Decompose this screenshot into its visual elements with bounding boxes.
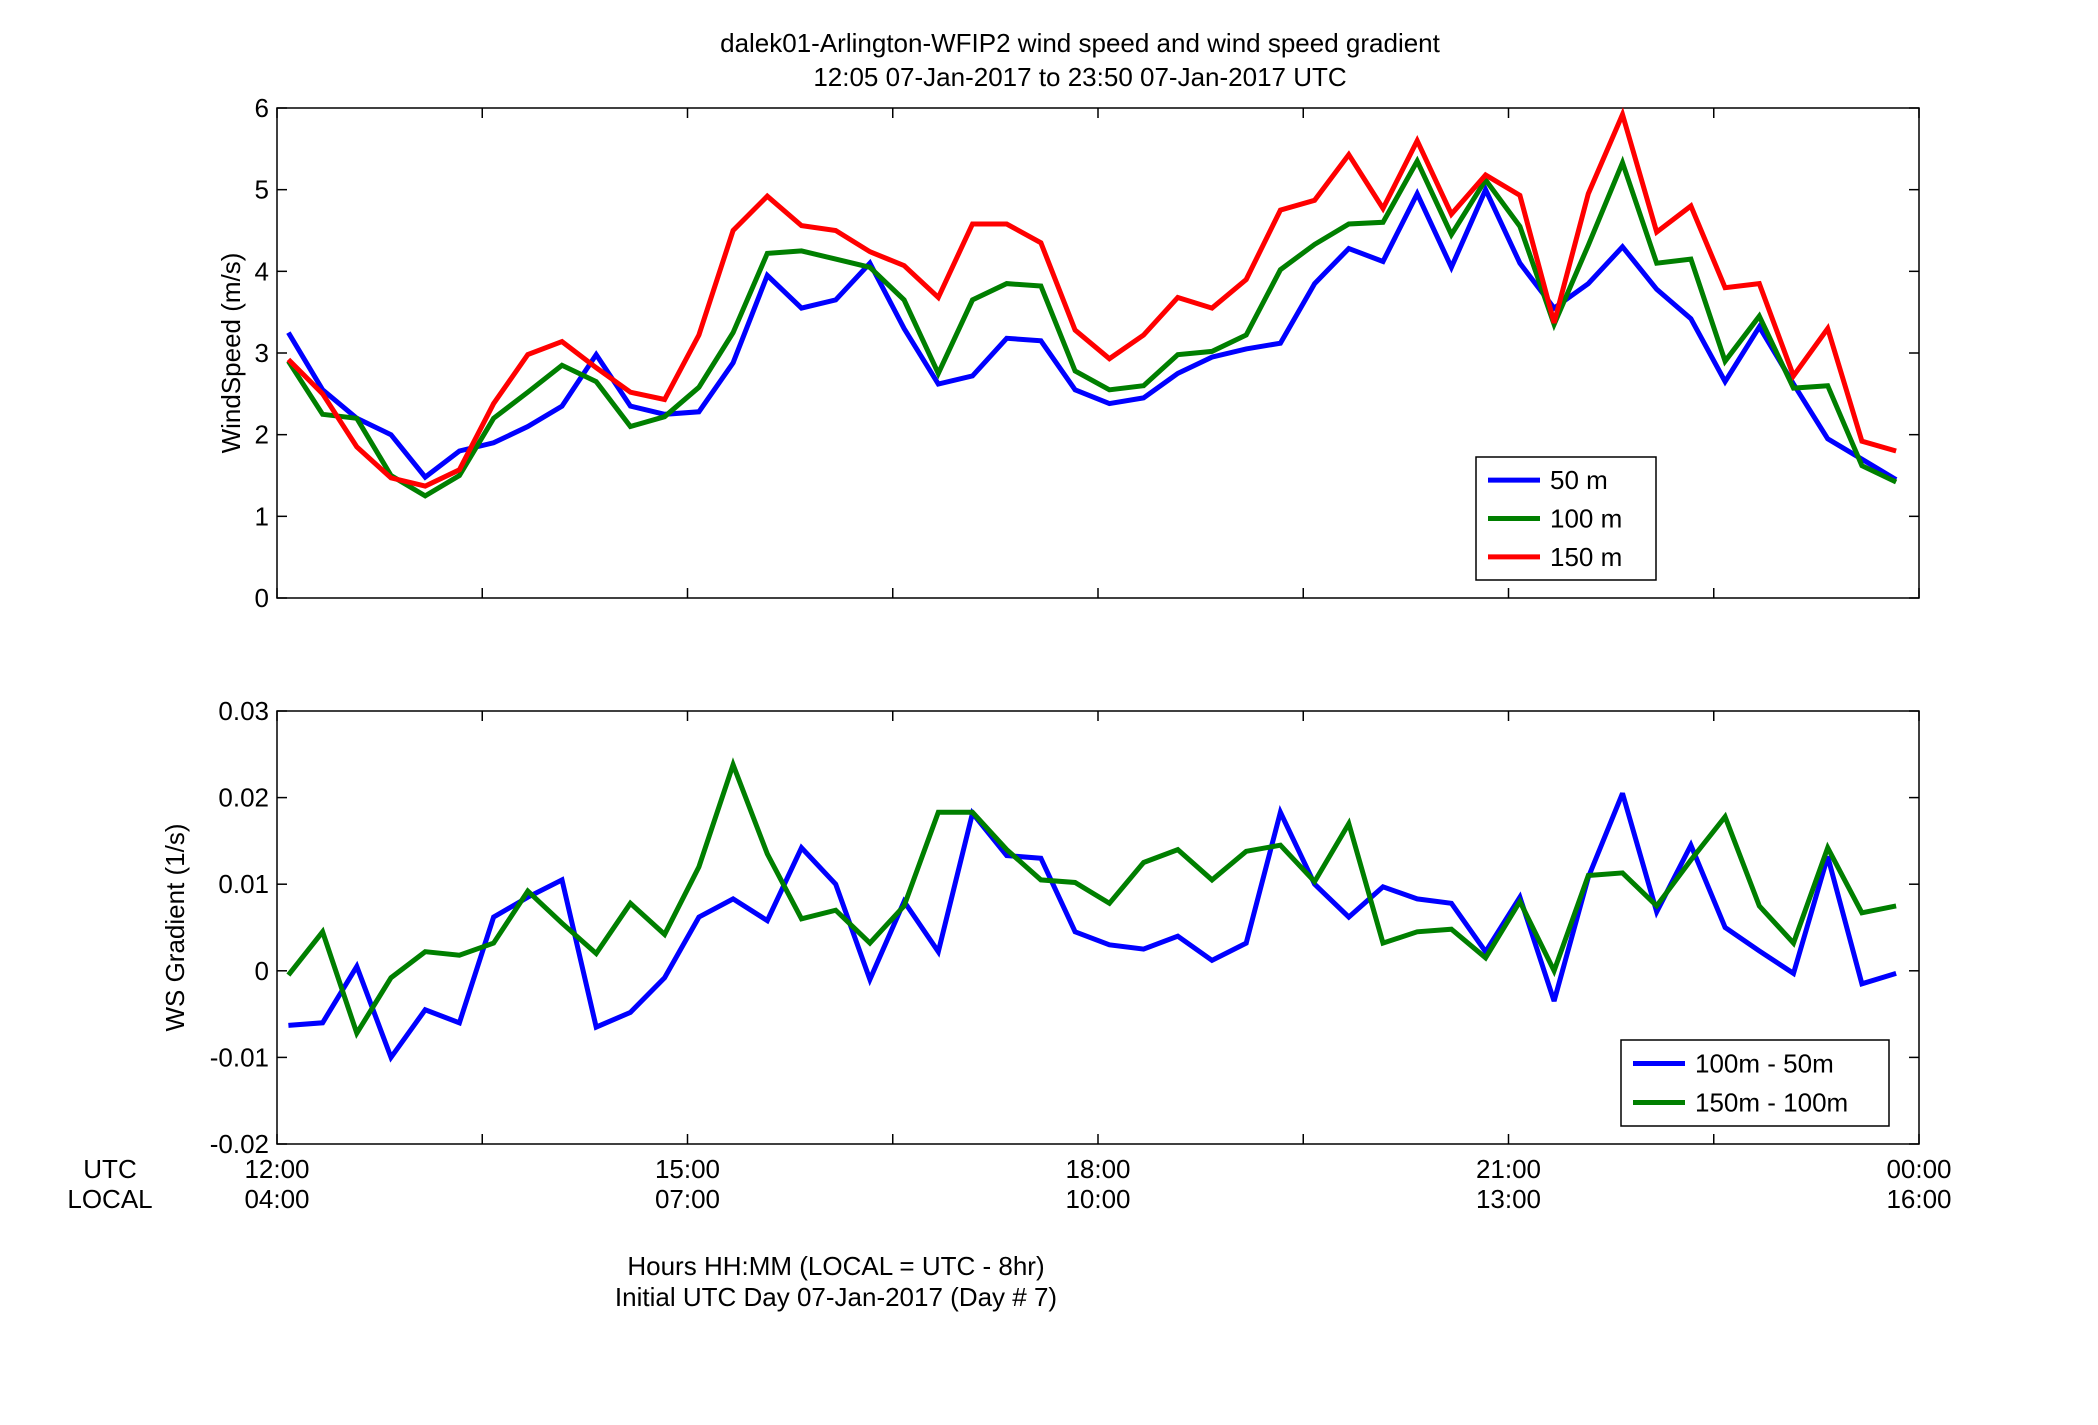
x-axis-label-line1: Hours HH:MM (LOCAL = UTC - 8hr)	[627, 1251, 1044, 1281]
y-axis-label: WindSpeed (m/s)	[216, 253, 246, 454]
series-line-150-m	[286, 107, 1897, 489]
y-tick-label: 1	[255, 501, 269, 531]
x-tick-label-utc: 15:00	[655, 1154, 720, 1184]
x-tick-label-utc: 21:00	[1476, 1154, 1541, 1184]
y-tick-label: 4	[255, 256, 269, 286]
x-axis-label-line2: Initial UTC Day 07-Jan-2017 (Day # 7)	[615, 1282, 1057, 1312]
x-tick-label-utc: 00:00	[1886, 1154, 1951, 1184]
legend-box	[1620, 1039, 1890, 1127]
series-line-50-m	[286, 183, 1898, 482]
legend: 50 m 100 m 150 m	[1475, 456, 1657, 581]
y-tick-label: 0	[255, 583, 269, 613]
x-tick-label-utc: 12:00	[244, 1154, 309, 1184]
legend-entry-label: 100 m	[1550, 504, 1622, 534]
legend-entry-label: 150m - 100m	[1695, 1088, 1848, 1118]
axes-box	[276, 107, 1920, 599]
figure-title-line1: dalek01-Arlington-WFIP2 wind speed and w…	[720, 28, 1441, 58]
y-tick-label: 3	[255, 338, 269, 368]
local-row-label: LOCAL	[67, 1184, 152, 1214]
x-tick-label-local: 16:00	[1886, 1184, 1951, 1214]
series-line-150m-100m	[286, 757, 1897, 1040]
y-tick-label: -0.02	[210, 1129, 269, 1159]
y-tick-label: 5	[255, 175, 269, 205]
y-tick-label: 2	[255, 420, 269, 450]
x-tick-label-utc: 18:00	[1065, 1154, 1130, 1184]
figure-title-line2: 12:05 07-Jan-2017 to 23:50 07-Jan-2017 U…	[813, 62, 1346, 92]
y-tick-label: 6	[255, 93, 269, 123]
windspeed-panel: 0 1 2 3 4 5 6 WindSpeed (m/s) 50 m 100 m 150 m	[216, 93, 1920, 613]
gradient-panel: -0.02 -0.01 0 0.01 0.02 0.03 WS Gradient (1/s)…	[160, 696, 1920, 1159]
legend: 100m - 50m 150m - 100m	[1620, 1039, 1890, 1127]
x-tick-label-local: 13:00	[1476, 1184, 1541, 1214]
series-line-100m-50m	[288, 792, 1897, 1063]
y-tick-label: 0.03	[218, 696, 269, 726]
y-tick-label: 0	[255, 956, 269, 986]
utc-row-label: UTC	[83, 1154, 136, 1184]
legend-entry-label: 100m - 50m	[1695, 1049, 1834, 1079]
y-tick-label: 0.01	[218, 869, 269, 899]
x-tick-label-local: 10:00	[1065, 1184, 1130, 1214]
y-axis-label: WS Gradient (1/s)	[160, 823, 190, 1031]
x-tick-label-local: 07:00	[655, 1184, 720, 1214]
y-tick-label: -0.01	[210, 1042, 269, 1072]
legend-entry-label: 50 m	[1550, 465, 1608, 495]
x-tick-label-local: 04:00	[244, 1184, 309, 1214]
y-tick-label: 0.02	[218, 783, 269, 813]
series-line-100-m	[286, 155, 1898, 499]
legend-entry-label: 150 m	[1550, 542, 1622, 572]
